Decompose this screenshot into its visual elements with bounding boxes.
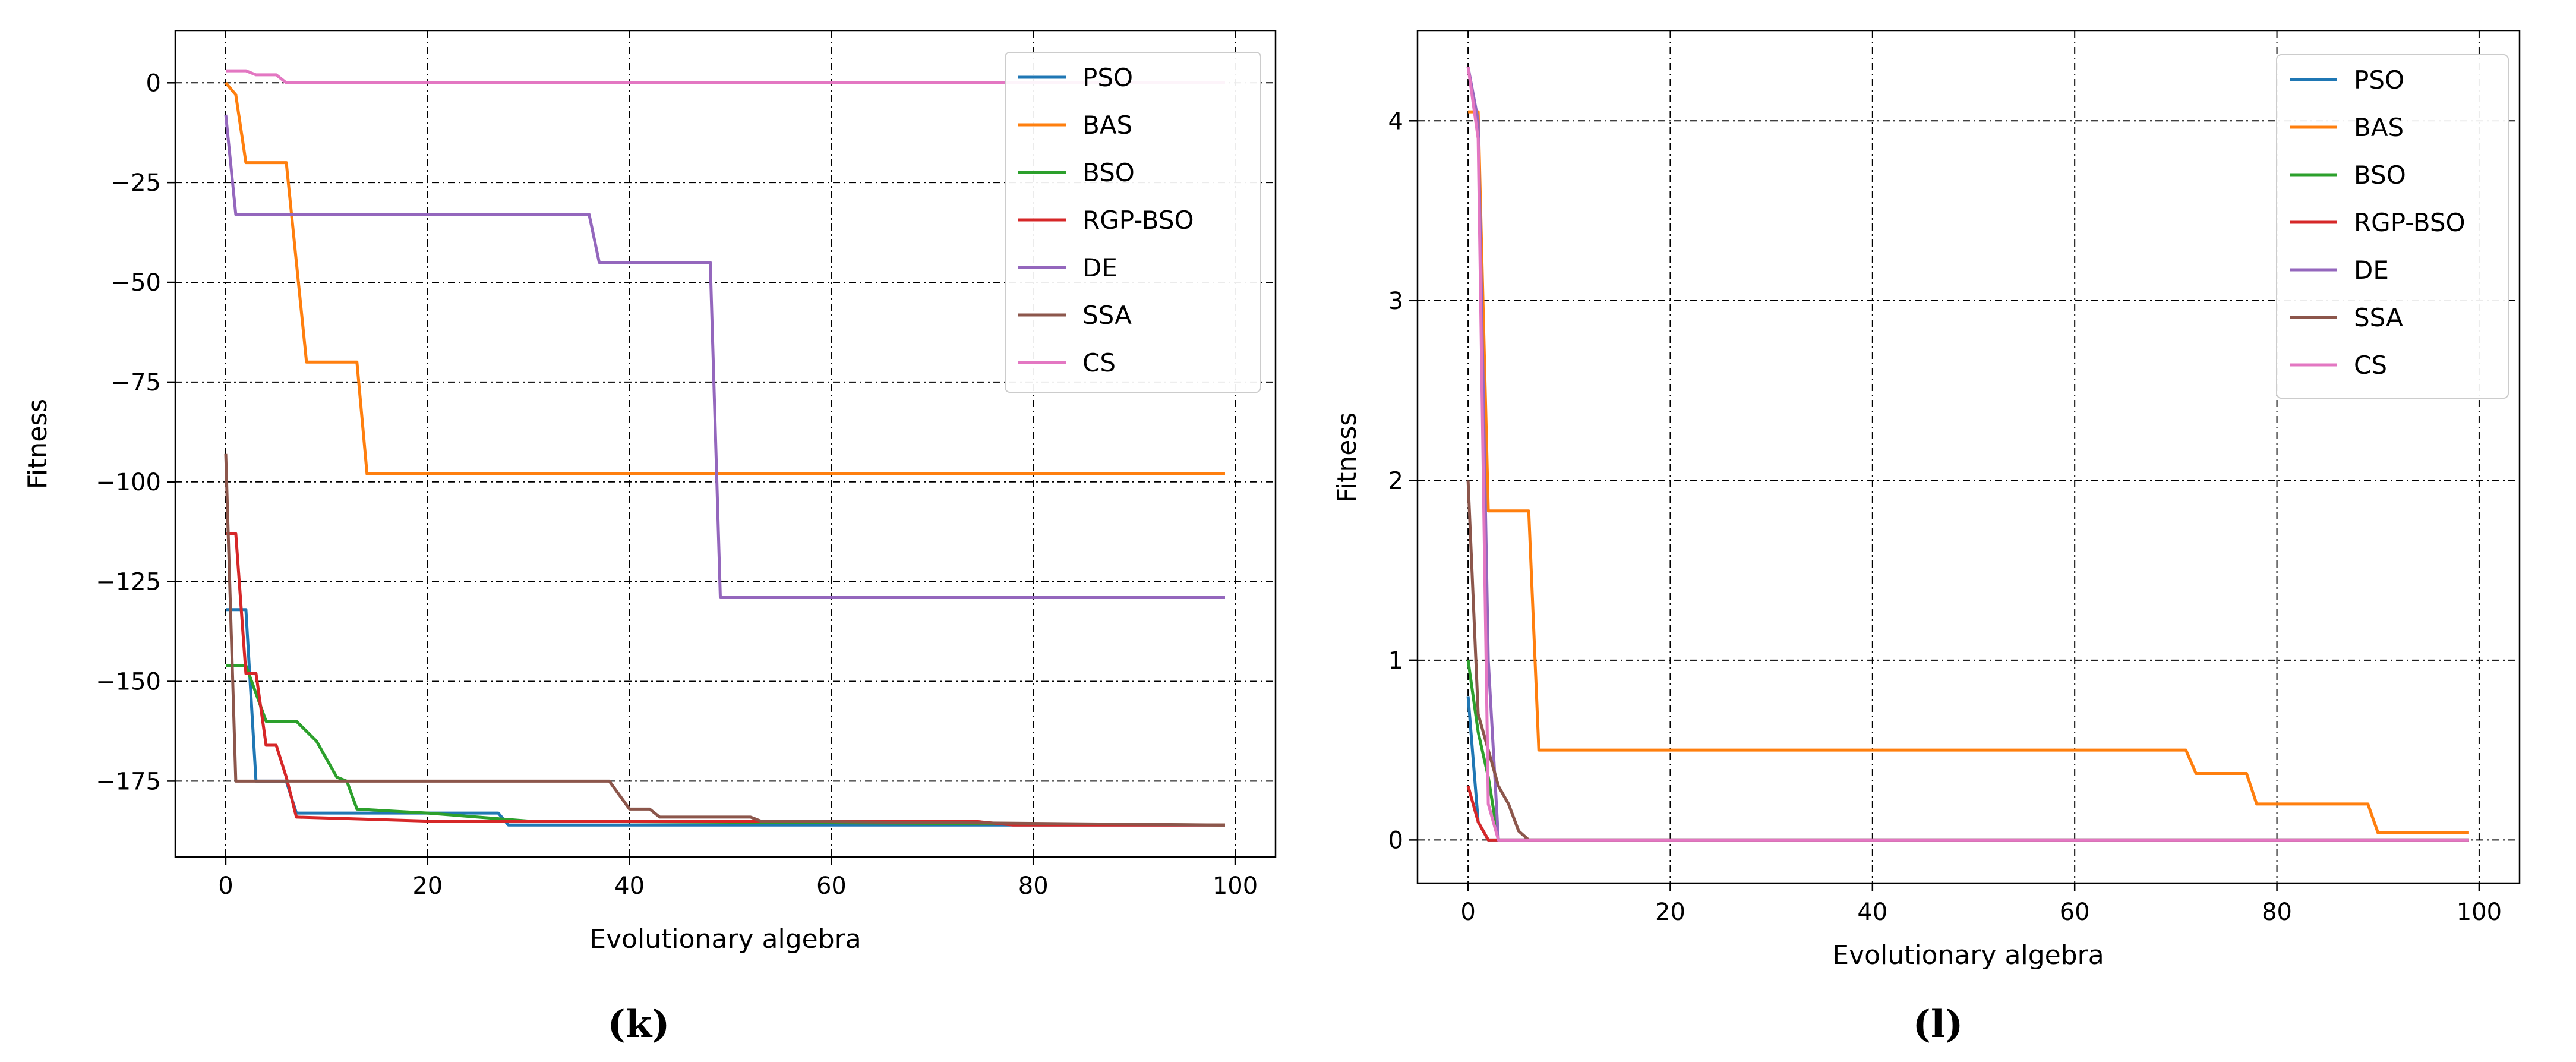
- chart-l-axes-frame: [1416, 30, 2521, 884]
- chart-l-legend-box: [2276, 54, 2509, 399]
- chart-k-legend-box: [1005, 52, 1261, 393]
- chart-k-series-bas: [225, 81, 1225, 475]
- chart-k-x-tick-label: 20: [412, 872, 443, 900]
- chart-k-x-tick-label: 100: [1213, 872, 1258, 900]
- chart-k-x-tick-label: 40: [614, 872, 645, 900]
- chart-k-legend-label: BSO: [1082, 158, 1135, 187]
- chart-k-legend-label: CS: [1082, 348, 1116, 377]
- chart-k-y-tick-label: −50: [111, 269, 161, 297]
- chart-l-legend-label: CS: [2354, 351, 2387, 380]
- chart-k-legend-label: SSA: [1082, 301, 1132, 330]
- chart-k-legend-label: DE: [1082, 253, 1117, 282]
- chart-k-ticks: 0 20 40 60 80 100 0 −25 −50 −75 −100 −125 −150 −175: [96, 70, 1258, 900]
- chart-l-x-tick-label: 20: [1655, 899, 1685, 926]
- chart-l-series-ssa: [1466, 480, 2469, 842]
- chart-k-y-axis-label: Fitness: [23, 399, 53, 489]
- chart-k-series-de: [224, 114, 1225, 599]
- chart-l-x-tick-label: 60: [2060, 899, 2090, 926]
- chart-k-legend-label: PSO: [1082, 63, 1133, 92]
- chart-k-y-tick-label: −125: [96, 569, 161, 596]
- chart-k-x-tick-label: 60: [816, 872, 847, 900]
- chart-l-x-tick-label: 100: [2457, 899, 2502, 926]
- chart-l-series-bas: [1468, 110, 2469, 834]
- chart-l-series-cs: [1466, 67, 2469, 842]
- chart-l-x-tick-label: 40: [1857, 899, 1887, 926]
- chart-l-x-tick-label: 0: [1460, 899, 1475, 926]
- chart-l-caption: (l): [1913, 1002, 1963, 1047]
- chart-k-caption: (k): [608, 1002, 670, 1047]
- chart-k-x-axis-label: Evolutionary algebra: [589, 924, 861, 954]
- chart-k-x-tick-label: 0: [218, 872, 233, 900]
- chart-l-ticks: 0 20 40 60 80 100 0 1 2 3 4: [1388, 108, 2502, 926]
- chart-l-series: [1466, 67, 2469, 842]
- chart-l-legend-label: RGP-BSO: [2354, 208, 2465, 237]
- chart-l-y-tick-label: 2: [1388, 467, 1403, 494]
- chart-k-x-tick-label: 80: [1018, 872, 1049, 900]
- chart-l-legend-label: SSA: [2354, 303, 2403, 332]
- chart-k-legend: PSO BAS BSO RGP-BSO DE SSA CS: [1005, 52, 1261, 393]
- chart-l-y-tick-label: 3: [1388, 288, 1403, 315]
- chart-l-legend-label: DE: [2354, 256, 2389, 285]
- chart-l-legend-label: BAS: [2354, 113, 2404, 142]
- chart-l-y-tick-label: 0: [1388, 827, 1403, 854]
- chart-k-axes-frame: [174, 30, 1277, 858]
- chart-k-series-cs: [226, 69, 1225, 84]
- chart-k-y-tick-label: −25: [111, 169, 161, 197]
- chart-k-series-rgp-bso: [226, 532, 1225, 827]
- chart-l-x-axis-label: Evolutionary algebra: [1832, 940, 2104, 970]
- chart-k-y-tick-label: −175: [96, 768, 161, 795]
- chart-k-y-tick-label: 0: [146, 70, 161, 97]
- chart-k-legend-label: RGP-BSO: [1082, 206, 1194, 235]
- chart-k-series-ssa: [224, 453, 1226, 827]
- chart-l-y-tick-label: 1: [1388, 647, 1403, 675]
- chart-k-series: [224, 69, 1226, 827]
- chart-k: 0 20 40 60 80 100 0 −25 −50 −75 −100 −125 −150 −175 F…: [23, 30, 1277, 1047]
- chart-l-legend-label: PSO: [2354, 65, 2404, 94]
- chart-k-legend-label: BAS: [1082, 111, 1132, 140]
- chart-l-legend: PSO BAS BSO RGP-BSO DE SSA CS: [2276, 54, 2509, 399]
- chart-l-legend-label: BSO: [2354, 160, 2406, 190]
- chart-k-y-tick-label: −75: [111, 369, 161, 396]
- chart-l-y-axis-label: Fitness: [1332, 412, 1362, 503]
- chart-k-y-tick-label: −100: [96, 469, 161, 496]
- chart-k-y-tick-label: −150: [96, 669, 161, 696]
- chart-l-x-tick-label: 80: [2262, 899, 2292, 926]
- chart-l-y-tick-label: 4: [1388, 108, 1403, 135]
- chart-l: 0 20 40 60 80 100 0 1 2 3 4 Fitness Evolutionary a…: [1289, 0, 2576, 1062]
